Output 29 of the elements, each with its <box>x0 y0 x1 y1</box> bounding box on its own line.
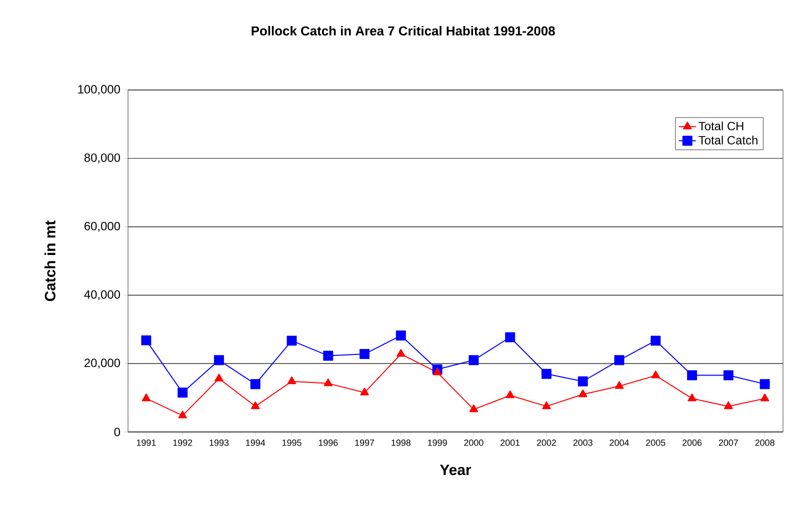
y-axis-title: Catch in mt <box>44 220 56 302</box>
legend-label: Total Catch <box>698 136 758 144</box>
y-tick-label: 20,000 <box>84 358 120 369</box>
y-tick-label: 60,000 <box>84 222 120 232</box>
x-tick-label: 1998 <box>392 440 410 446</box>
x-tick-label: 2000 <box>464 440 484 446</box>
x-tick-label: 2006 <box>682 440 702 446</box>
x-tick-label: 2008 <box>755 440 774 446</box>
x-tick-label: 1992 <box>173 440 192 446</box>
x-tick-label: 2005 <box>646 440 666 446</box>
x-tick-label: 1991 <box>136 440 156 446</box>
x-tick-label: 1999 <box>428 440 447 446</box>
x-tick-label: 1996 <box>318 440 338 446</box>
x-tick-label: 2004 <box>610 440 629 446</box>
x-tick-label: 2007 <box>718 440 738 446</box>
y-tick-label: 40,000 <box>84 290 120 300</box>
x-tick-label: 1994 <box>246 440 266 446</box>
x-tick-label: 1993 <box>210 440 229 446</box>
legend-label: Total CH <box>698 122 744 130</box>
x-tick-label: 1995 <box>282 440 302 446</box>
x-axis-title: Year <box>440 464 472 476</box>
x-tick-label: 2002 <box>536 440 556 446</box>
x-tick-label: 2001 <box>500 440 520 446</box>
x-tick-label: 2003 <box>573 440 592 446</box>
chart-title: Pollock Catch in Area 7 Critical Habitat 1991-2008 <box>252 26 555 36</box>
y-tick-label: 0 <box>114 428 120 436</box>
y-tick-label: 100,000 <box>78 85 120 95</box>
y-tick-label: 80,000 <box>84 153 120 164</box>
x-tick-label: 1997 <box>355 440 374 446</box>
